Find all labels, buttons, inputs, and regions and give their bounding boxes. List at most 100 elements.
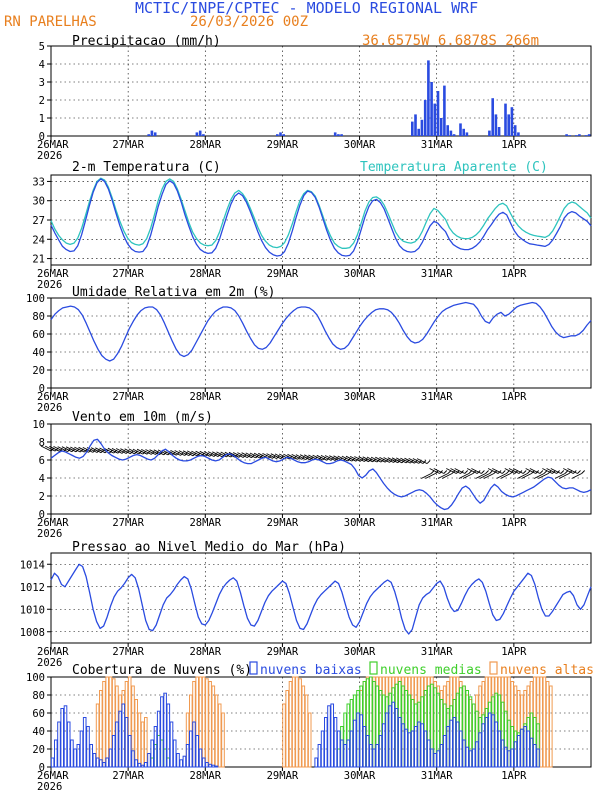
- cloud-low-bar: [410, 730, 415, 768]
- precip-bar: [568, 135, 572, 136]
- cloud-low-bar: [163, 692, 167, 768]
- wind-barb: [128, 448, 140, 455]
- wind-barb: [558, 473, 570, 479]
- wind-barb-flag: [443, 470, 448, 474]
- y-tick-label: 2: [39, 491, 45, 503]
- x-tick-label: 26MAR: [37, 646, 69, 658]
- x-tick-label: 29MAR: [267, 391, 299, 403]
- x-tick-label: 29MAR: [267, 268, 299, 280]
- x-tick-label: 28MAR: [189, 646, 221, 658]
- cloud-low-bar: [510, 748, 515, 768]
- precip-bar: [202, 134, 205, 136]
- wind-barb-flag: [522, 470, 527, 474]
- wind-barb: [132, 448, 144, 455]
- apparent-temp-line: [50, 177, 592, 249]
- cloud-low-bar: [352, 719, 357, 768]
- precip-title: Precipitacao (mm/h): [72, 34, 221, 49]
- precip-bar: [449, 130, 453, 136]
- x-year-label: 2026: [37, 150, 62, 162]
- cloud-low-bar: [111, 735, 116, 768]
- wind-barb: [500, 473, 511, 479]
- wind-barb: [232, 452, 244, 458]
- wind-barb: [149, 449, 160, 456]
- wind-barb: [400, 457, 411, 464]
- cloud-low-bar: [192, 721, 196, 768]
- wind-barb: [496, 473, 507, 479]
- y-tick-label: 10: [32, 419, 45, 431]
- wind-barb: [492, 468, 503, 474]
- cloud-low-bar: [95, 757, 100, 768]
- cloud-low-bar: [436, 750, 441, 768]
- x-tick-label: 30MAR: [344, 391, 376, 403]
- cloud-low-bar: [523, 726, 527, 768]
- station-name: RN PARELHAS: [4, 14, 97, 30]
- precip-bar: [497, 127, 501, 136]
- legend-high-swatch: [489, 661, 498, 675]
- wind-barb: [387, 457, 399, 464]
- y-tick-label: 20: [32, 744, 45, 756]
- wind-barb: [391, 457, 403, 464]
- precip-bar: [574, 135, 578, 136]
- wind-barb: [291, 453, 302, 460]
- y-tick-label: 27: [32, 215, 45, 227]
- cloud-low-bar: [147, 753, 151, 768]
- cloud-high-bar: [298, 678, 302, 768]
- cloud-low-bar: [54, 739, 58, 768]
- wind-barb-flag: [581, 470, 586, 474]
- cloud-low-bar: [108, 748, 113, 768]
- cloud-low-bar: [317, 744, 322, 768]
- x-tick-label: 1APR: [501, 139, 527, 151]
- wind-barb: [182, 450, 194, 457]
- cloud-low-bar: [153, 726, 158, 768]
- cloud-low-bar: [127, 735, 132, 768]
- y-tick-label: 0: [39, 131, 45, 143]
- cloud-low-bar: [414, 726, 418, 768]
- wind-barb: [425, 473, 436, 479]
- wind-barb: [450, 468, 461, 474]
- x-tick-label: 28MAR: [189, 268, 221, 280]
- humidity-title: Umidade Relativa em 2m (%): [72, 285, 276, 300]
- x-tick-label: 26MAR: [37, 391, 69, 403]
- cloud-low-bar: [513, 741, 518, 768]
- legend-high-label: nuvens altas: [500, 663, 594, 678]
- wind-barb: [437, 473, 449, 479]
- cloud-low-bar: [526, 730, 531, 768]
- precip-bar: [587, 134, 591, 136]
- wind-barb: [429, 468, 440, 474]
- precip-bar: [462, 128, 465, 136]
- x-tick-label: 26MAR: [37, 517, 69, 529]
- wind-barb: [471, 468, 482, 474]
- wind-barb: [446, 468, 457, 474]
- wind-barb: [316, 454, 328, 461]
- wind-barb: [571, 473, 582, 479]
- wind-barb: [345, 455, 357, 462]
- x-tick-label: 28MAR: [189, 517, 221, 529]
- precip-bar: [427, 60, 430, 136]
- cloud-low-bar: [433, 753, 437, 768]
- cloud-low-bar: [172, 739, 177, 768]
- x-tick-label: 31MAR: [421, 139, 453, 151]
- cloud-low-bar: [494, 721, 499, 768]
- wind-barb: [441, 473, 453, 479]
- wind-barb: [212, 451, 223, 458]
- cloud-low-bar: [76, 744, 81, 768]
- cloud-high-bar: [102, 681, 106, 768]
- cloud-high-bar: [105, 676, 110, 768]
- y-tick-label: 33: [32, 176, 45, 188]
- header-title: MCTIC/INPE/CPTEC - MODELO REGIONAL WRF: [135, 0, 478, 17]
- precip-bar: [491, 98, 494, 136]
- cloud-high-bar: [140, 721, 145, 768]
- pressure-title: Pressao ao Nivel Medio do Mar (hPa): [72, 540, 346, 555]
- cloud-low-bar: [359, 714, 364, 768]
- wind-barb: [207, 451, 219, 458]
- cloud-low-bar: [82, 717, 87, 768]
- cloud-low-bar: [92, 753, 97, 768]
- cloud-high-bar: [295, 676, 299, 768]
- x-tick-label: 26MAR: [37, 139, 69, 151]
- cloud-low-bar: [449, 719, 454, 768]
- cloud-low-bar: [475, 741, 479, 768]
- x-tick-label: 1APR: [501, 770, 527, 782]
- cloud-high-bar: [304, 694, 309, 768]
- run-date: 26/03/2026 00Z: [190, 14, 308, 30]
- precip-bar: [150, 130, 154, 136]
